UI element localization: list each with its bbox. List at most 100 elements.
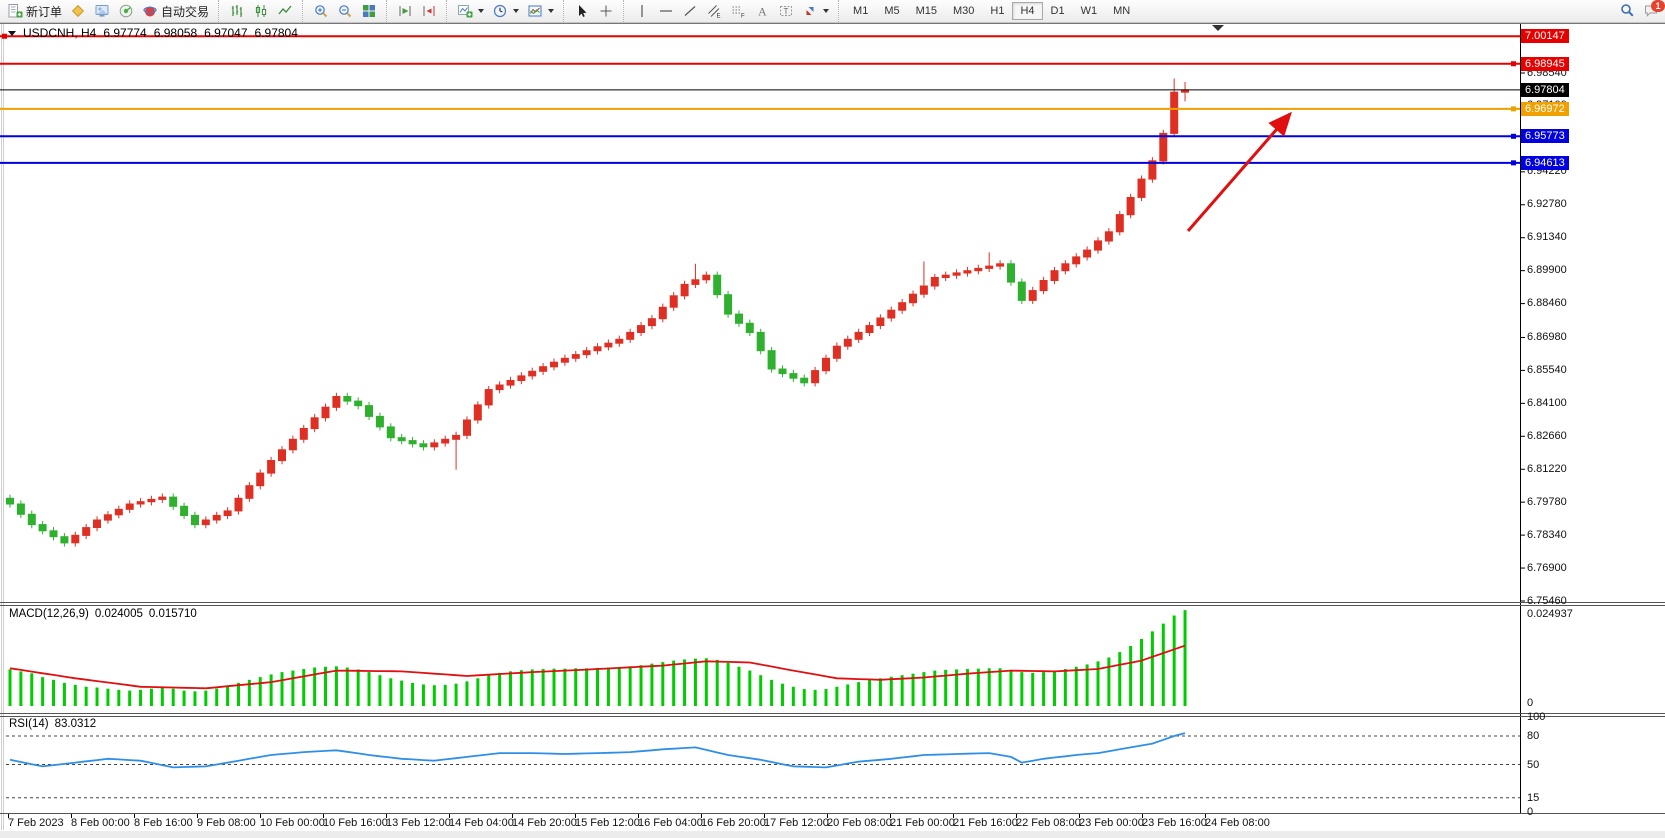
auto-scroll-button[interactable] bbox=[393, 1, 417, 21]
candle bbox=[963, 270, 972, 274]
candle bbox=[517, 375, 526, 381]
candle bbox=[528, 370, 537, 377]
equidistant-channel-tool-button[interactable]: E bbox=[702, 1, 726, 21]
bar-chart-mode-button[interactable] bbox=[225, 1, 249, 21]
support-line-6-96972[interactable] bbox=[0, 106, 1520, 112]
candle bbox=[223, 510, 232, 516]
horizontal-line-icon bbox=[658, 3, 674, 19]
timeframe-m30-button[interactable]: M30 bbox=[945, 2, 982, 20]
candle bbox=[419, 443, 428, 448]
candle bbox=[941, 274, 950, 279]
templates-button[interactable] bbox=[523, 1, 558, 21]
candle bbox=[887, 309, 896, 319]
macd-signal-value: 0.015710 bbox=[148, 608, 197, 620]
candle bbox=[354, 400, 363, 407]
candlestick-mode-button[interactable] bbox=[249, 1, 273, 21]
toolbar-group bbox=[218, 0, 300, 22]
window-bottom-edge bbox=[0, 831, 1665, 838]
timeframe-d1-button[interactable]: D1 bbox=[1043, 2, 1073, 20]
macd-pane-label: MACD(12,26,9) 0.024005 0.015710 bbox=[9, 608, 197, 620]
auto-trading-button[interactable]: 自动交易 bbox=[138, 1, 213, 21]
candle bbox=[996, 263, 1005, 267]
candle bbox=[147, 498, 156, 503]
metaeditor-button[interactable] bbox=[66, 1, 90, 21]
line-chart-mode-button[interactable] bbox=[273, 1, 297, 21]
chart-shift-marker[interactable] bbox=[1212, 25, 1224, 31]
search-button[interactable] bbox=[1619, 1, 1635, 21]
macd-signal-line bbox=[9, 644, 1186, 690]
support-line-6-95773[interactable] bbox=[0, 133, 1520, 139]
candle bbox=[745, 322, 754, 333]
timeframe-h1-button[interactable]: H1 bbox=[982, 2, 1012, 20]
chart-shift-button[interactable] bbox=[417, 1, 441, 21]
resistance-line-7-00147[interactable] bbox=[0, 33, 1520, 39]
timeframe-m5-button[interactable]: M5 bbox=[876, 2, 907, 20]
auto-trading-icon bbox=[142, 3, 158, 19]
candle bbox=[180, 505, 189, 516]
crosshair-tool-button[interactable] bbox=[594, 1, 618, 21]
candle bbox=[256, 472, 265, 487]
zoom-in-button[interactable] bbox=[309, 1, 333, 21]
dropdown-caret-icon[interactable] bbox=[513, 9, 520, 13]
timeframe-group: M1 M5 M15 M30 H1 H4 D1 W1 MN bbox=[838, 0, 1141, 22]
candle bbox=[1104, 231, 1113, 242]
notifications-button[interactable]: 1 bbox=[1643, 0, 1665, 21]
candle bbox=[854, 331, 863, 340]
arrows-tool-button[interactable] bbox=[798, 1, 833, 21]
terminal-button[interactable] bbox=[90, 1, 114, 21]
text-label-tool-button[interactable]: T bbox=[774, 1, 798, 21]
cursor-tool-button[interactable] bbox=[570, 1, 594, 21]
trend-line-tool-button[interactable] bbox=[678, 1, 702, 21]
candle bbox=[713, 274, 722, 296]
candle bbox=[484, 389, 493, 406]
dropdown-caret-icon[interactable] bbox=[548, 9, 555, 13]
new-order-button[interactable]: 新订单 bbox=[3, 1, 66, 21]
text-tool-button[interactable]: A bbox=[750, 1, 774, 21]
candle bbox=[408, 440, 417, 445]
timeframe-m15-button[interactable]: M15 bbox=[908, 2, 945, 20]
support-line-6-94613[interactable] bbox=[0, 160, 1520, 166]
indicators-button[interactable] bbox=[453, 1, 488, 21]
candle bbox=[1148, 160, 1157, 180]
macd-scale-zero: 0 bbox=[1527, 697, 1534, 709]
strategy-tester-button[interactable] bbox=[114, 1, 138, 21]
resistance-line-6-98945[interactable] bbox=[0, 61, 1520, 67]
candle bbox=[604, 342, 613, 348]
rsi-pane-label: RSI(14) 83.0312 bbox=[9, 718, 96, 730]
candle bbox=[1137, 178, 1146, 198]
vertical-line-tool-button[interactable] bbox=[630, 1, 654, 21]
terminal-icon bbox=[94, 3, 110, 19]
candle bbox=[919, 285, 928, 295]
timeframe-m1-button[interactable]: M1 bbox=[845, 2, 876, 20]
candle bbox=[321, 406, 330, 419]
fibonacci-tool-button[interactable]: F bbox=[726, 1, 750, 21]
fibonacci-icon: F bbox=[730, 3, 746, 19]
zoom-out-button[interactable] bbox=[333, 1, 357, 21]
candle bbox=[495, 384, 504, 391]
line-chart-icon bbox=[277, 3, 293, 19]
strategy-tester-icon bbox=[118, 3, 134, 19]
trend-arrow-annotation[interactable] bbox=[1186, 111, 1292, 232]
periods-button[interactable] bbox=[488, 1, 523, 21]
candle bbox=[1170, 91, 1179, 134]
candle bbox=[735, 313, 743, 324]
toolbar-group bbox=[563, 0, 621, 22]
periods-icon bbox=[492, 3, 508, 19]
chart-symbol-period: USDCNH, H4 bbox=[23, 26, 97, 40]
zoom-out-icon bbox=[337, 3, 353, 19]
symbol-dropdown-icon[interactable] bbox=[8, 30, 16, 36]
dropdown-caret-icon[interactable] bbox=[823, 9, 830, 13]
candle bbox=[909, 293, 917, 304]
dropdown-caret-icon[interactable] bbox=[478, 9, 485, 13]
macd-name: MACD(12,26,9) bbox=[9, 608, 89, 620]
candle bbox=[811, 370, 820, 384]
timeframe-mn-button[interactable]: MN bbox=[1105, 2, 1138, 20]
timeframe-h4-button[interactable]: H4 bbox=[1012, 2, 1043, 20]
candle bbox=[365, 405, 373, 417]
horizontal-line-tool-button[interactable] bbox=[654, 1, 678, 21]
candle bbox=[6, 497, 14, 505]
tile-windows-button[interactable] bbox=[357, 1, 381, 21]
timeframe-w1-button[interactable]: W1 bbox=[1073, 2, 1106, 20]
chart-title-row: USDCNH, H4 6.97774 6.98058 6.97047 6.978… bbox=[8, 26, 298, 40]
